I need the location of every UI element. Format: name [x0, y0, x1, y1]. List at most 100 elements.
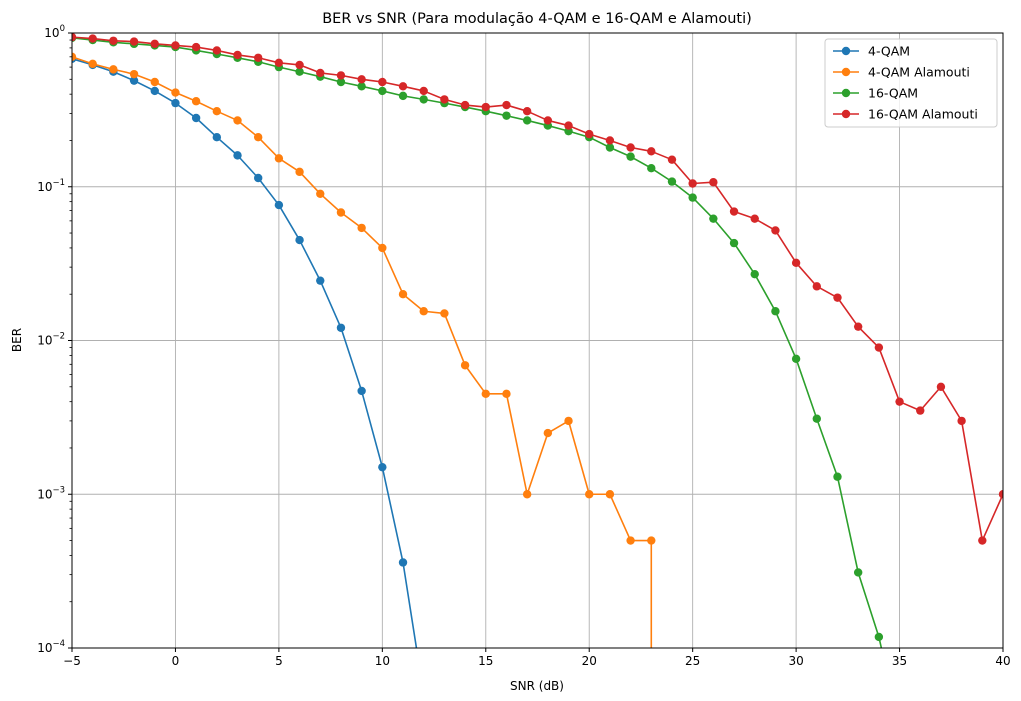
data-point: [316, 189, 325, 198]
data-point: [233, 50, 242, 60]
data-point: [647, 147, 656, 156]
data-point: [440, 309, 449, 318]
data-point: [295, 167, 304, 177]
data-point: [336, 208, 346, 217]
data-point: [274, 200, 284, 210]
data-point: [564, 121, 573, 130]
data-point: [916, 406, 925, 415]
x-tick-label: 10: [375, 654, 390, 668]
data-point: [585, 129, 594, 139]
data-point: [295, 235, 304, 245]
data-point: [605, 136, 615, 145]
data-point: [874, 632, 884, 642]
data-point: [502, 100, 511, 110]
data-point: [812, 282, 821, 291]
data-point: [88, 34, 97, 43]
data-point: [88, 59, 97, 69]
data-point: [171, 41, 180, 50]
data-point: [378, 77, 387, 87]
y-tick-label: 100: [44, 24, 65, 40]
data-point: [419, 307, 428, 316]
data-point: [978, 536, 987, 545]
data-point: [357, 386, 366, 396]
chart-title: BER vs SNR (Para modulação 4-QAM e 16-QA…: [322, 11, 752, 27]
series-layer: [72, 33, 1003, 648]
data-point: [378, 86, 387, 96]
data-point: [233, 151, 242, 160]
data-point: [212, 133, 222, 142]
data-point: [522, 116, 532, 125]
data-point: [129, 76, 139, 85]
data-point: [254, 173, 263, 183]
x-tick-label: 20: [582, 654, 597, 668]
data-point: [419, 95, 428, 104]
data-point: [771, 307, 780, 316]
data-point: [688, 193, 697, 202]
data-point: [398, 290, 408, 299]
data-point: [626, 152, 635, 161]
data-point: [72, 52, 77, 62]
data-point: [833, 472, 842, 481]
data-point: [750, 214, 759, 223]
data-point: [957, 416, 966, 426]
data-point: [502, 111, 511, 120]
data-point: [874, 343, 884, 352]
y-tick-label: 10−1: [37, 178, 65, 194]
data-point: [171, 88, 180, 97]
data-point: [129, 37, 139, 46]
data-point: [626, 143, 635, 152]
data-point: [295, 67, 304, 76]
data-point: [171, 98, 180, 108]
x-tick-label: 40: [995, 654, 1010, 668]
data-point: [398, 91, 408, 101]
data-point: [357, 223, 366, 233]
data-point: [481, 102, 490, 112]
legend-marker: [841, 109, 851, 119]
data-point: [481, 389, 490, 399]
legend-marker: [841, 67, 851, 77]
x-tick-label: 25: [685, 654, 700, 668]
data-point: [212, 46, 222, 55]
data-point: [191, 42, 201, 52]
data-point: [109, 65, 118, 74]
data-point: [543, 116, 553, 125]
data-point: [729, 238, 739, 248]
x-axis-label: SNR (dB): [510, 679, 564, 693]
data-point: [295, 60, 304, 70]
series-3: [72, 33, 1003, 545]
data-point: [357, 82, 366, 91]
y-axis: 10−4 10−3 10−2 10−1 100: [37, 24, 72, 655]
data-point: [129, 69, 139, 79]
data-point: [191, 113, 201, 123]
data-point: [191, 97, 201, 106]
data-point: [750, 269, 759, 279]
data-point: [709, 214, 718, 223]
data-point: [378, 243, 387, 253]
data-point: [502, 389, 511, 399]
legend-marker: [841, 88, 851, 98]
data-point: [791, 258, 801, 268]
series-1: [72, 52, 656, 648]
x-tick-label: 5: [275, 654, 283, 668]
x-axis: −5 0 5 10 15 20 25 30 35 40: [63, 648, 1011, 668]
data-point: [150, 77, 159, 87]
data-point: [378, 462, 387, 472]
data-point: [398, 82, 408, 91]
data-point: [357, 75, 366, 84]
data-point: [998, 490, 1003, 499]
data-point: [771, 226, 780, 235]
data-point: [150, 39, 159, 49]
data-point: [791, 354, 801, 364]
data-point: [233, 116, 242, 125]
data-point: [709, 178, 718, 187]
data-point: [585, 490, 594, 499]
data-point: [667, 155, 677, 164]
data-point: [336, 71, 346, 80]
data-point: [274, 154, 284, 163]
data-point: [109, 36, 118, 45]
data-point: [72, 33, 77, 42]
x-tick-label: 15: [478, 654, 493, 668]
data-point: [419, 86, 428, 96]
legend-label: 16-QAM Alamouti: [868, 107, 978, 122]
data-point: [336, 77, 346, 87]
